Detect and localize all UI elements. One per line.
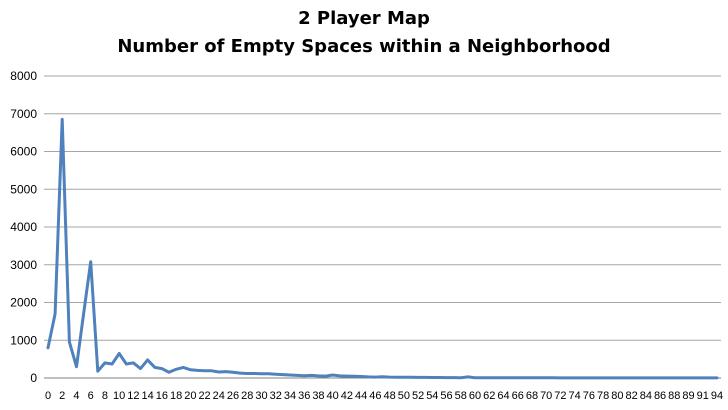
x-tick-label: 70 — [540, 390, 552, 402]
x-tick-label: 22 — [198, 390, 210, 402]
y-tick-label: 7000 — [10, 107, 37, 121]
x-tick-label: 38 — [312, 390, 324, 402]
x-tick-label: 32 — [270, 390, 282, 402]
x-tick-label: 2 — [59, 390, 65, 402]
x-axis: 0 2 4 6 8 10 12 14 16 18 20 22 24 26 28 30 32 34 36 38 40 42 4… — [45, 390, 723, 402]
x-tick-label: 44 — [355, 390, 367, 402]
x-tick-label: 30 — [255, 390, 267, 402]
x-tick-label: 24 — [213, 390, 225, 402]
y-tick-label: 8000 — [10, 69, 37, 83]
x-tick-label: 78 — [597, 390, 609, 402]
x-tick-label: 56 — [440, 390, 452, 402]
x-tick-label: 72 — [554, 390, 566, 402]
x-tick-label: 50 — [398, 390, 410, 402]
x-tick-label: 58 — [455, 390, 467, 402]
y-tick-label: 6000 — [10, 145, 37, 159]
x-tick-label: 12 — [127, 390, 139, 402]
x-tick-label: 14 — [142, 390, 154, 402]
chart-subtitle: Number of Empty Spaces within a Neighbor… — [117, 36, 610, 57]
x-tick-label: 84 — [640, 390, 652, 402]
y-tick-label: 1000 — [10, 333, 37, 347]
x-tick-label: 88 — [668, 390, 680, 402]
series-line — [46, 117, 719, 380]
gridlines — [44, 75, 721, 379]
chart-title: 2 Player Map — [298, 8, 430, 29]
y-tick-label: 5000 — [10, 182, 37, 196]
series-group — [46, 117, 719, 380]
x-tick-label: 6 — [88, 390, 94, 402]
x-tick-label: 28 — [241, 390, 253, 402]
x-tick-label: 66 — [512, 390, 524, 402]
x-tick-label: 62 — [483, 390, 495, 402]
x-tick-label: 26 — [227, 390, 239, 402]
x-tick-label: 40 — [327, 390, 339, 402]
x-tick-label: 36 — [298, 390, 310, 402]
x-tick-label: 91 — [697, 390, 709, 402]
x-tick-label: 52 — [412, 390, 424, 402]
x-tick-label: 86 — [654, 390, 666, 402]
x-tick-label: 4 — [73, 390, 79, 402]
x-tick-label: 8 — [102, 390, 108, 402]
x-tick-label: 42 — [341, 390, 353, 402]
y-tick-label: 3000 — [10, 258, 37, 272]
x-tick-label: 94 — [711, 390, 723, 402]
x-tick-label: 54 — [426, 390, 438, 402]
x-tick-label: 16 — [156, 390, 168, 402]
x-tick-label: 18 — [170, 390, 182, 402]
x-tick-label: 60 — [469, 390, 481, 402]
x-tick-label: 80 — [611, 390, 623, 402]
x-tick-label: 76 — [583, 390, 595, 402]
y-axis: 0 1000 2000 3000 4000 5000 6000 7000 8000 — [10, 69, 37, 385]
x-tick-label: 68 — [526, 390, 538, 402]
x-tick-label: 48 — [383, 390, 395, 402]
x-tick-label: 34 — [284, 390, 296, 402]
y-tick-label: 2000 — [10, 296, 37, 310]
x-tick-label: 20 — [184, 390, 196, 402]
x-tick-label: 64 — [497, 390, 509, 402]
y-tick-label: 0 — [30, 371, 37, 385]
x-tick-label: 0 — [45, 390, 51, 402]
y-tick-label: 4000 — [10, 220, 37, 234]
x-tick-label: 82 — [625, 390, 637, 402]
x-tick-label: 10 — [113, 390, 125, 402]
x-tick-label: 74 — [569, 390, 581, 402]
x-tick-label: 46 — [369, 390, 381, 402]
x-tick-label: 89 — [682, 390, 694, 402]
